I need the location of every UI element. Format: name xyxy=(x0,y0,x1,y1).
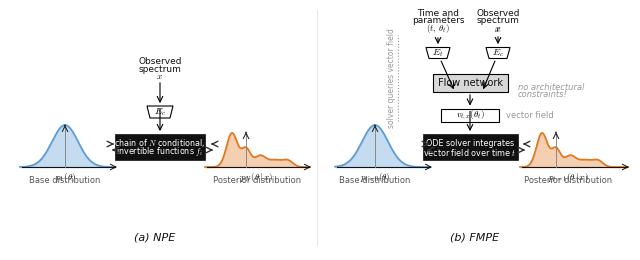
Text: vector field: vector field xyxy=(506,110,554,120)
Text: $p_{t=0}(\theta)$: $p_{t=0}(\theta)$ xyxy=(360,171,390,184)
Text: $(t,\,\theta_t)$: $(t,\,\theta_t)$ xyxy=(426,22,450,35)
Text: $E_c$: $E_c$ xyxy=(492,47,504,59)
Text: Time and: Time and xyxy=(417,9,459,18)
FancyBboxPatch shape xyxy=(115,134,205,160)
Text: Observed: Observed xyxy=(138,57,182,67)
Text: Flow network: Flow network xyxy=(438,78,502,88)
Text: ODE solver integrates: ODE solver integrates xyxy=(426,139,514,147)
Text: invertible functions $f_i$: invertible functions $f_i$ xyxy=(116,146,204,159)
Text: Posterior distribution: Posterior distribution xyxy=(524,176,612,185)
Text: chain of $N$ conditional,: chain of $N$ conditional, xyxy=(115,137,205,149)
FancyBboxPatch shape xyxy=(441,108,499,121)
FancyBboxPatch shape xyxy=(422,134,518,160)
FancyBboxPatch shape xyxy=(433,74,508,92)
Text: vector field over time $t$: vector field over time $t$ xyxy=(423,146,516,158)
Text: Posterior distribution: Posterior distribution xyxy=(213,176,301,185)
Text: Base distribution: Base distribution xyxy=(29,176,100,185)
Text: spectrum: spectrum xyxy=(477,16,520,25)
Text: $E_t$: $E_t$ xyxy=(432,47,444,59)
Text: parameters: parameters xyxy=(412,16,464,25)
Polygon shape xyxy=(426,48,450,58)
Text: (a) NPE: (a) NPE xyxy=(134,233,175,243)
Text: $v_{t,x}(\theta_t)$: $v_{t,x}(\theta_t)$ xyxy=(456,108,484,122)
Text: $p_1(\theta)$: $p_1(\theta)$ xyxy=(54,171,76,184)
Text: constraints!: constraints! xyxy=(518,90,568,99)
Text: $p_{t=1}(\theta\,|\,x)$: $p_{t=1}(\theta\,|\,x)$ xyxy=(548,171,588,184)
Text: $x$: $x$ xyxy=(495,23,502,33)
Polygon shape xyxy=(147,106,173,118)
Text: $E_c$: $E_c$ xyxy=(154,106,166,118)
Text: $p_N(\theta\,|\,x)$: $p_N(\theta\,|\,x)$ xyxy=(241,171,273,184)
Text: Observed: Observed xyxy=(476,9,520,18)
Polygon shape xyxy=(486,48,510,58)
Text: $x$: $x$ xyxy=(156,71,164,81)
Text: $x$: $x$ xyxy=(495,24,502,34)
Text: spectrum: spectrum xyxy=(139,64,181,74)
Text: solver queries vector field: solver queries vector field xyxy=(387,28,397,128)
Text: Base distribution: Base distribution xyxy=(339,176,411,185)
Text: no architectural: no architectural xyxy=(518,83,584,92)
Text: (b) FMPE: (b) FMPE xyxy=(451,233,500,243)
